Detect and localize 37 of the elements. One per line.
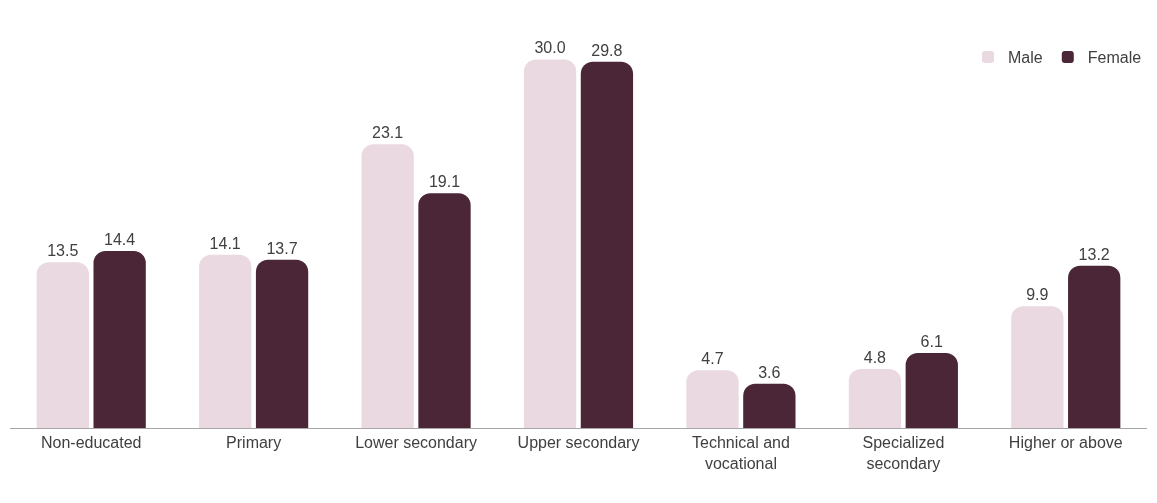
bar — [580, 61, 634, 428]
x-tick-label: Primary — [226, 434, 282, 452]
data-label: 23.1 — [372, 124, 404, 142]
data-label: 13.2 — [1078, 245, 1110, 263]
data-label: 13.7 — [266, 239, 298, 257]
legend-label: Male — [1008, 49, 1043, 67]
data-label: 30.0 — [534, 39, 566, 57]
data-label: 29.8 — [591, 41, 623, 59]
data-label: 4.7 — [701, 350, 724, 368]
data-label: 6.1 — [920, 333, 943, 351]
data-label: 14.1 — [209, 234, 241, 252]
bar — [36, 262, 89, 428]
x-tick-label: Technical and vocational — [692, 434, 790, 472]
legend-label: Female — [1087, 49, 1142, 67]
data-label: 3.6 — [758, 363, 781, 381]
data-label: 9.9 — [1026, 286, 1049, 304]
bar — [1011, 306, 1064, 428]
bar — [93, 251, 146, 428]
bar — [1068, 265, 1121, 428]
bar — [361, 144, 414, 428]
data-label: 19.1 — [428, 173, 461, 191]
x-tick-label: Specialized secondary — [862, 434, 945, 472]
bar — [848, 369, 902, 428]
bar — [255, 259, 309, 428]
data-label: 13.5 — [47, 242, 79, 260]
x-tick-label: Lower secondary — [355, 434, 477, 452]
bar — [418, 193, 471, 428]
x-tick-label: Non-educated — [40, 434, 142, 452]
bar — [686, 370, 739, 428]
data-label: 14.4 — [104, 231, 136, 249]
x-tick-label: Upper secondary — [517, 434, 640, 452]
bar — [905, 353, 958, 428]
data-label: 4.8 — [863, 349, 887, 367]
bar — [743, 383, 796, 428]
bar — [523, 59, 577, 428]
x-tick-label: Higher or above — [1008, 434, 1123, 452]
bar — [199, 254, 252, 428]
